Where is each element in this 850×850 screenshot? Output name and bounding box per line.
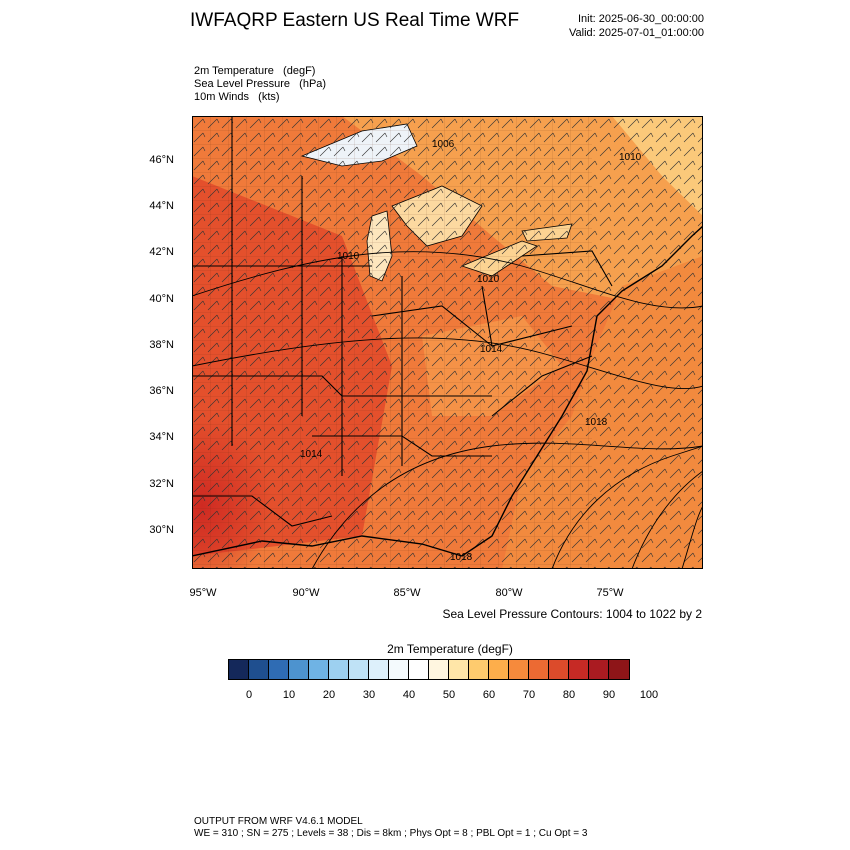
lat-label-40: 40°N — [149, 293, 174, 305]
pressure-label: 1018 — [450, 552, 473, 563]
lon-label-95: 95°W — [189, 587, 217, 599]
page-title: IWFAQRP Eastern US Real Time WRF — [190, 10, 520, 31]
lat-label-42: 42°N — [149, 246, 174, 258]
field-winds: 10m Winds (kts) — [194, 91, 280, 103]
footer-config: WE = 310 ; SN = 275 ; Levels = 38 ; Dis … — [194, 828, 588, 839]
field-temperature: 2m Temperature (degF) — [194, 65, 316, 77]
colorbar-swatch — [589, 660, 609, 679]
colorbar-tick-label: 20 — [322, 689, 336, 701]
colorbar-swatch — [409, 660, 429, 679]
colorbar-swatch — [469, 660, 489, 679]
colorbar-tick-label: 80 — [562, 689, 576, 701]
colorbar-title: 2m Temperature (degF) — [387, 642, 513, 656]
lat-label-46: 46°N — [149, 154, 174, 166]
colorbar-swatch — [489, 660, 509, 679]
colorbar-swatch — [369, 660, 389, 679]
colorbar-swatch — [389, 660, 409, 679]
pressure-labels: 1006 1010 1010 1010 1014 1018 1014 1018 — [300, 139, 642, 563]
pressure-label: 1006 — [432, 139, 455, 150]
colorbar-swatch — [329, 660, 349, 679]
colorbar-tick-label: 10 — [282, 689, 296, 701]
colorbar-swatch — [349, 660, 369, 679]
state-borders — [192, 116, 613, 527]
colorbar-tick-label: 70 — [522, 689, 536, 701]
colorbar — [228, 659, 630, 680]
wind-barbs — [192, 116, 703, 569]
pressure-isobars — [192, 251, 703, 569]
colorbar-swatch — [449, 660, 469, 679]
colorbar-swatch — [269, 660, 289, 679]
valid-time: Valid: 2025-07-01_01:00:00 — [569, 27, 704, 39]
colorbar-swatch — [289, 660, 309, 679]
pressure-label: 1010 — [337, 251, 360, 262]
lon-label-90: 90°W — [292, 587, 320, 599]
colorbar-tick-label: 100 — [639, 689, 659, 701]
colorbar-swatch — [249, 660, 269, 679]
lon-label-85: 85°W — [393, 587, 421, 599]
lat-label-36: 36°N — [149, 385, 174, 397]
pressure-label: 1010 — [477, 274, 500, 285]
init-time: Init: 2025-06-30_00:00:00 — [578, 13, 704, 25]
temperature-map: 1006 1010 1010 1010 1014 1018 1014 1018 — [192, 116, 703, 569]
colorbar-swatch — [569, 660, 589, 679]
colorbar-tick-label: 40 — [402, 689, 416, 701]
lon-label-75: 75°W — [596, 587, 624, 599]
colorbar-tick-label: 50 — [442, 689, 456, 701]
contour-note: Sea Level Pressure Contours: 1004 to 102… — [442, 607, 703, 621]
colorbar-tick-label: 30 — [362, 689, 376, 701]
colorbar-tick-label: 60 — [482, 689, 496, 701]
colorbar-swatch — [529, 660, 549, 679]
colorbar-swatch — [609, 660, 629, 679]
lat-label-30: 30°N — [149, 524, 174, 536]
lon-label-80: 80°W — [495, 587, 523, 599]
colorbar-tick-label: 90 — [602, 689, 616, 701]
lat-label-34: 34°N — [149, 431, 174, 443]
coastline — [192, 225, 703, 557]
field-pressure: Sea Level Pressure (hPa) — [194, 78, 327, 90]
colorbar-swatch — [229, 660, 249, 679]
pressure-label: 1014 — [480, 344, 503, 355]
colorbar-swatch — [509, 660, 529, 679]
lat-label-32: 32°N — [149, 478, 174, 490]
colorbar-swatch — [549, 660, 569, 679]
lat-label-44: 44°N — [149, 200, 174, 212]
colorbar-swatch — [309, 660, 329, 679]
pressure-label: 1018 — [585, 417, 608, 428]
lat-label-38: 38°N — [149, 339, 174, 351]
colorbar-tick-label: 0 — [245, 689, 253, 701]
footer-model: OUTPUT FROM WRF V4.6.1 MODEL — [194, 816, 363, 827]
pressure-label: 1010 — [619, 152, 642, 163]
map-border — [192, 116, 703, 569]
colorbar-swatch — [429, 660, 449, 679]
pressure-label: 1014 — [300, 449, 323, 460]
